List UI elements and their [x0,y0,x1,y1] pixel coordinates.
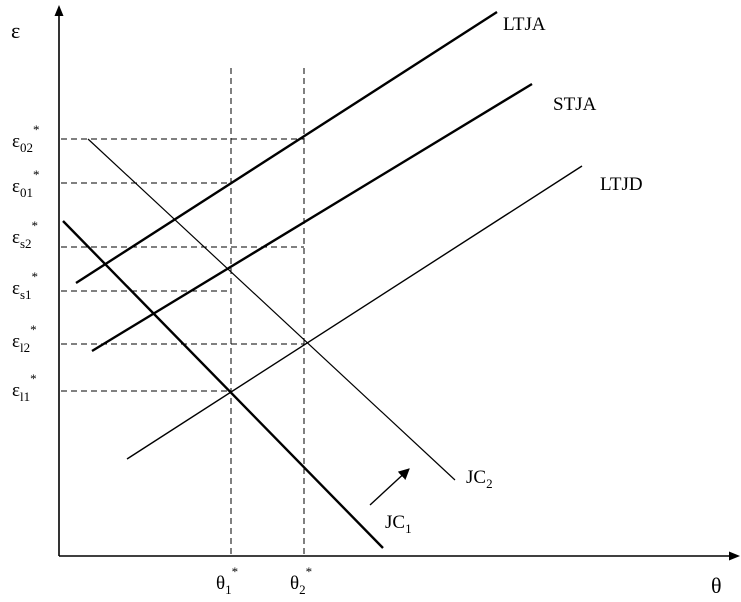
ltjd-line [126,165,583,460]
ltjd-label: LTJD [600,174,643,195]
y-axis-arrow-icon [54,5,64,16]
y-tick-es1: εs1* [12,269,38,302]
vertical-guides [230,68,305,556]
y-tick-e01: ε01* [12,167,39,200]
y-axis-label: ε [11,18,20,43]
stja-line [91,82,533,353]
jc2-line [87,138,456,481]
y-tick-e02: ε02* [12,122,39,155]
y-tick-es2: εs2* [12,218,38,251]
stja-label: STJA [553,94,597,115]
jc1-label: JC1 [385,512,412,536]
x-axis-arrow-icon [729,551,740,561]
ltja-line [75,10,498,285]
y-tick-el2: εl2* [12,322,37,355]
ltja-label: LTJA [503,14,546,35]
x-tick-theta2: θ2* [290,564,312,597]
jc2-label: JC2 [466,467,493,491]
horizontal-guides [61,138,304,392]
shift-arrow-icon [369,468,410,506]
x-tick-theta1: θ1* [216,564,238,597]
jc1-line [62,220,384,549]
y-tick-el1: εl1* [12,371,37,404]
x-axis-label: θ [711,573,722,598]
